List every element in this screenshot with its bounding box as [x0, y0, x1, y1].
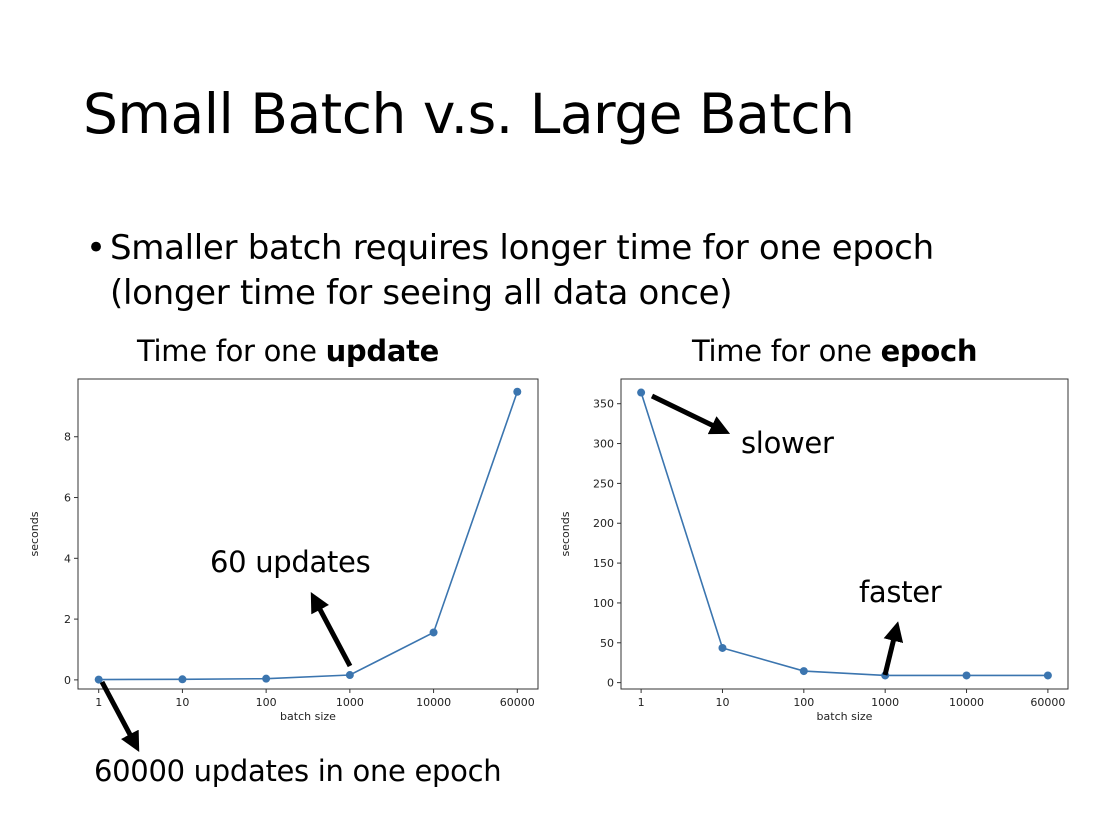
x-tick-label: 10000: [416, 696, 451, 709]
bullet-dot-icon: •: [86, 228, 107, 268]
bullet-text: Smaller batch requires longer time for o…: [110, 228, 934, 313]
y-tick-label: 0: [607, 677, 614, 690]
x-tick-label: 10000: [949, 696, 984, 709]
data-point: [513, 387, 522, 396]
annotation-60000-updates: 60000 updates in one epoch: [94, 754, 502, 788]
x-tick-label: 1: [638, 696, 645, 709]
data-point: [345, 671, 354, 680]
y-tick-label: 150: [593, 557, 614, 570]
x-axis-label: batch size: [817, 710, 873, 723]
y-tick-label: 8: [64, 431, 71, 444]
y-tick-label: 4: [64, 552, 71, 565]
annotation-60-updates: 60 updates: [210, 545, 371, 579]
x-axis-label: batch size: [280, 710, 336, 723]
y-tick-label: 6: [64, 492, 71, 505]
chart-title-update: Time for one update: [137, 334, 439, 368]
x-tick-label: 1: [95, 696, 102, 709]
x-tick-label: 1000: [336, 696, 364, 709]
x-tick-label: 100: [793, 696, 814, 709]
data-point: [178, 675, 187, 684]
chart-title-epoch: Time for one epoch: [692, 334, 978, 368]
data-point: [1043, 671, 1052, 680]
y-tick-label: 300: [593, 438, 614, 451]
chart-title-epoch-prefix: Time for one: [692, 334, 881, 368]
x-tick-label: 10: [175, 696, 189, 709]
series-line: [98, 391, 519, 681]
plot-frame: [620, 378, 1069, 690]
series-line: [640, 392, 1048, 677]
annotation-faster: faster: [859, 575, 942, 609]
chart-title-update-bold: update: [325, 334, 440, 368]
y-axis-label: seconds: [559, 511, 572, 556]
slide-title: Small Batch v.s. Large Batch: [83, 82, 855, 146]
data-point: [962, 671, 971, 680]
x-tick-label: 100: [256, 696, 277, 709]
x-tick-label: 10: [715, 696, 729, 709]
y-tick-label: 0: [64, 674, 71, 687]
data-point: [262, 674, 271, 683]
y-tick-label: 250: [593, 477, 614, 490]
data-point: [718, 643, 727, 652]
data-point: [429, 628, 438, 637]
data-point: [799, 667, 808, 676]
chart-title-epoch-bold: epoch: [880, 334, 978, 368]
y-tick-label: 350: [593, 398, 614, 411]
x-tick-label: 60000: [1030, 696, 1065, 709]
x-tick-label: 60000: [500, 696, 535, 709]
plot-frame: [77, 378, 539, 690]
y-axis-label: seconds: [28, 511, 41, 556]
y-tick-label: 50: [600, 637, 614, 650]
data-point: [881, 671, 890, 680]
y-tick-label: 2: [64, 613, 71, 626]
data-point: [637, 388, 646, 397]
annotation-slower: slower: [741, 426, 834, 460]
chart-title-update-prefix: Time for one: [137, 334, 326, 368]
y-tick-label: 100: [593, 597, 614, 610]
y-tick-label: 200: [593, 517, 614, 530]
x-tick-label: 1000: [871, 696, 899, 709]
